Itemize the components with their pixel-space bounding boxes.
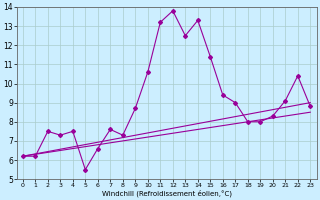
X-axis label: Windchill (Refroidissement éolien,°C): Windchill (Refroidissement éolien,°C) [101,189,232,197]
